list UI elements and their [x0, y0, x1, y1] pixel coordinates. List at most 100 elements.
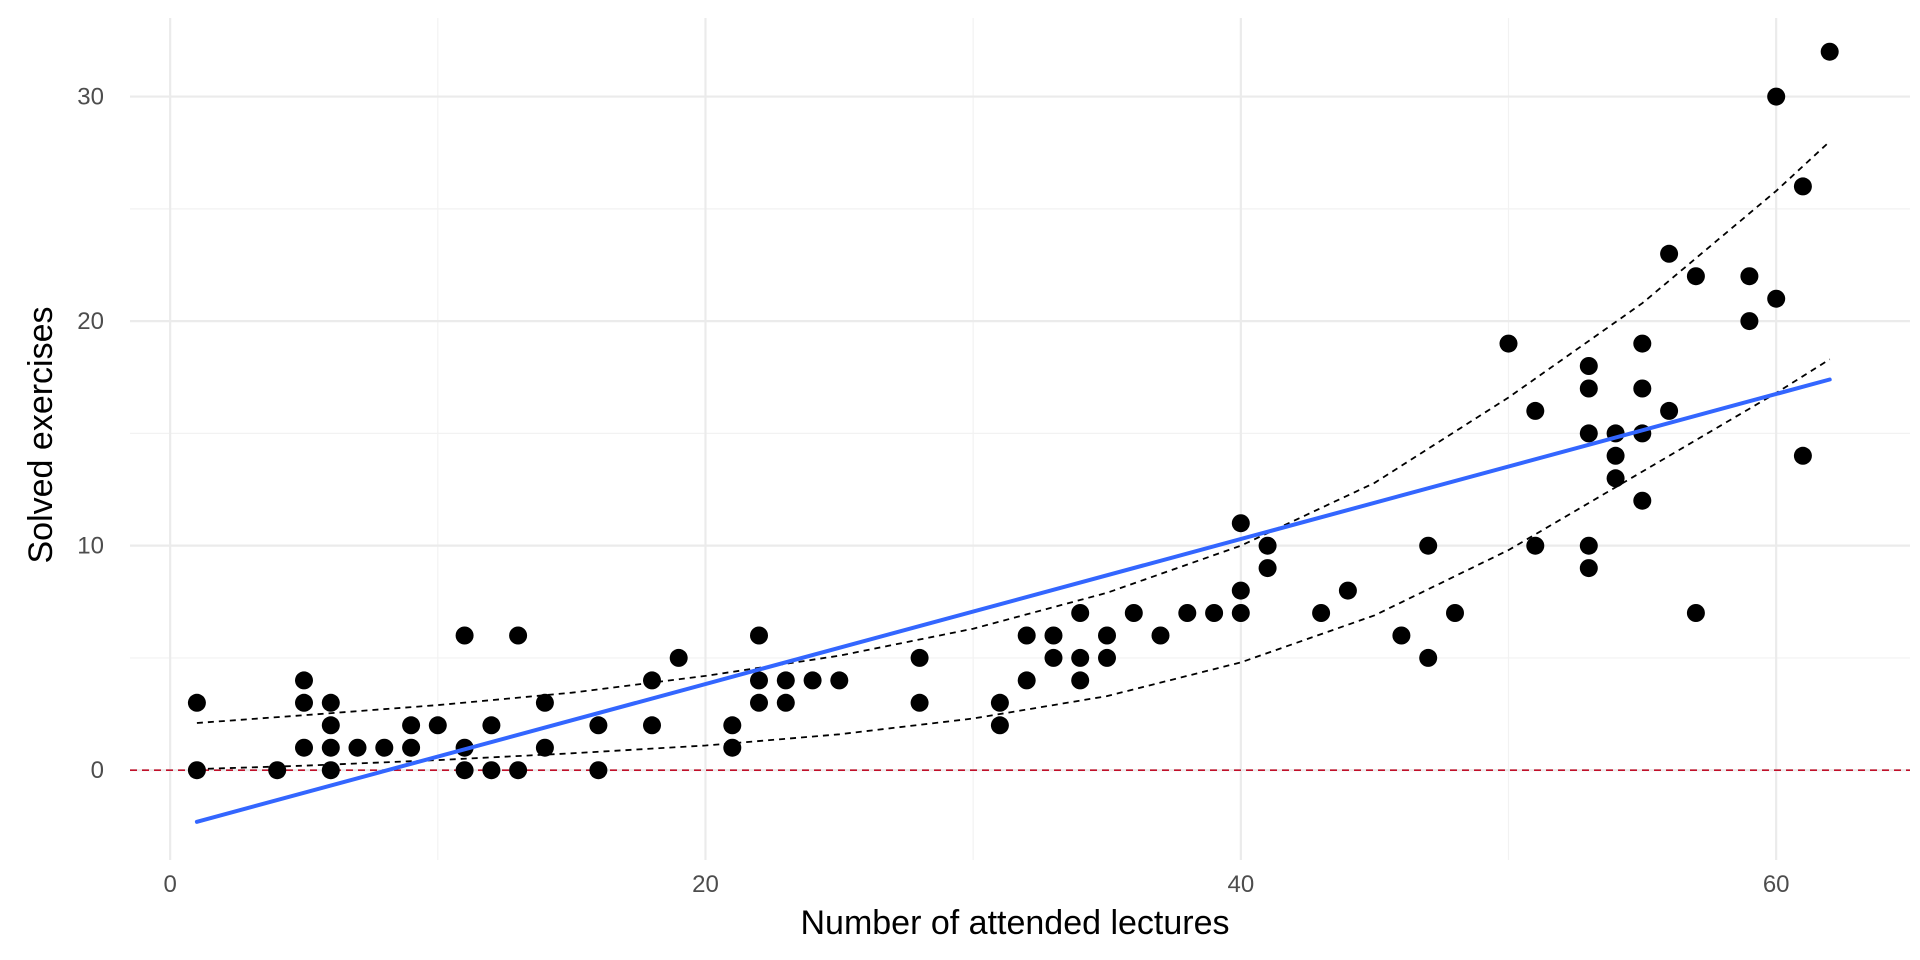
data-point: [1579, 357, 1598, 375]
data-point: [428, 716, 447, 735]
data-point: [589, 716, 608, 735]
data-point: [1044, 648, 1063, 667]
x-axis-title: Number of attended lectures: [800, 904, 1229, 942]
x-tick-label: 20: [692, 871, 719, 898]
data-point: [1419, 536, 1438, 555]
data-point: [1793, 177, 1812, 196]
data-point: [1579, 536, 1598, 555]
data-point: [910, 648, 929, 667]
data-point: [1767, 87, 1786, 106]
data-point: [1071, 648, 1090, 667]
data-point: [321, 716, 340, 735]
data-point: [348, 738, 367, 757]
y-tick-label: 10: [77, 533, 104, 560]
data-point: [750, 671, 768, 690]
data-point: [187, 693, 206, 712]
data-point: [643, 671, 661, 690]
data-point: [1606, 469, 1625, 488]
data-point: [1633, 379, 1652, 398]
data-point: [990, 716, 1009, 735]
data-point: [776, 693, 795, 712]
data-point: [295, 738, 313, 757]
data-point: [1098, 648, 1116, 667]
data-point: [643, 716, 661, 735]
data-point: [750, 693, 768, 712]
x-tick-label: 0: [163, 871, 176, 898]
data-point: [1124, 604, 1143, 622]
data-point: [1446, 604, 1464, 622]
data-point: [1017, 626, 1036, 645]
data-point: [910, 693, 929, 712]
x-tick-label: 40: [1227, 871, 1254, 898]
data-point: [321, 761, 340, 780]
data-point: [1258, 559, 1277, 578]
regression-line-layer: [194, 377, 1832, 824]
data-point: [535, 738, 554, 757]
data-point: [723, 716, 742, 735]
data-point: [402, 738, 421, 757]
data-point: [1633, 491, 1652, 510]
y-tick-label: 30: [77, 84, 104, 111]
data-point: [295, 693, 313, 712]
data-point: [1793, 446, 1812, 465]
data-point: [589, 761, 608, 780]
data-point: [1740, 312, 1759, 331]
data-point: [830, 671, 849, 690]
data-point: [776, 671, 795, 690]
data-point: [1526, 536, 1545, 555]
data-point: [750, 626, 768, 645]
y-tick-label: 0: [91, 757, 104, 784]
data-point: [723, 738, 742, 757]
data-point: [509, 626, 528, 645]
data-point: [1205, 604, 1224, 622]
data-point: [1579, 379, 1598, 398]
x-tick-label: 60: [1763, 871, 1790, 898]
data-point: [1071, 671, 1090, 690]
data-point: [1419, 648, 1438, 667]
interval-curves-layer: [196, 140, 1831, 770]
data-point: [1633, 334, 1652, 353]
data-point: [1579, 559, 1598, 578]
minor-gridlines: [130, 18, 1910, 860]
data-point: [1579, 424, 1598, 443]
data-point: [1606, 446, 1625, 465]
y-axis-title: Solved exercises: [22, 306, 60, 563]
data-point: [1312, 604, 1331, 622]
data-point: [1686, 267, 1705, 286]
y-tick-labels: 0 10 20 30: [77, 84, 104, 785]
linear-fit-line: [194, 377, 1832, 824]
data-point: [803, 671, 822, 690]
data-point: [1767, 289, 1786, 308]
data-point: [1071, 604, 1090, 622]
data-point: [375, 738, 394, 757]
major-gridlines: [130, 18, 1910, 860]
data-point: [669, 648, 688, 667]
upper-interval-curve: [196, 140, 1831, 724]
data-point: [482, 716, 501, 735]
data-point: [1231, 581, 1250, 600]
data-point: [295, 671, 313, 690]
data-point: [1151, 626, 1170, 645]
data-point: [482, 761, 501, 780]
data-point: [321, 693, 340, 712]
data-point: [1044, 626, 1063, 645]
data-point: [1820, 42, 1839, 61]
data-point: [1338, 581, 1357, 600]
data-point: [455, 626, 474, 645]
data-point: [321, 738, 340, 757]
data-point: [1526, 401, 1545, 420]
data-point: [1178, 604, 1197, 622]
data-point: [509, 761, 528, 780]
data-point: [1392, 626, 1411, 645]
data-point: [1660, 401, 1679, 420]
data-point: [455, 761, 474, 780]
data-point: [1686, 604, 1705, 622]
data-point: [535, 693, 554, 712]
data-points-layer: [187, 42, 1839, 780]
data-point: [1660, 244, 1679, 263]
data-point: [187, 761, 206, 780]
data-point: [1499, 334, 1518, 353]
data-point: [990, 693, 1009, 712]
y-tick-label: 20: [77, 308, 104, 335]
